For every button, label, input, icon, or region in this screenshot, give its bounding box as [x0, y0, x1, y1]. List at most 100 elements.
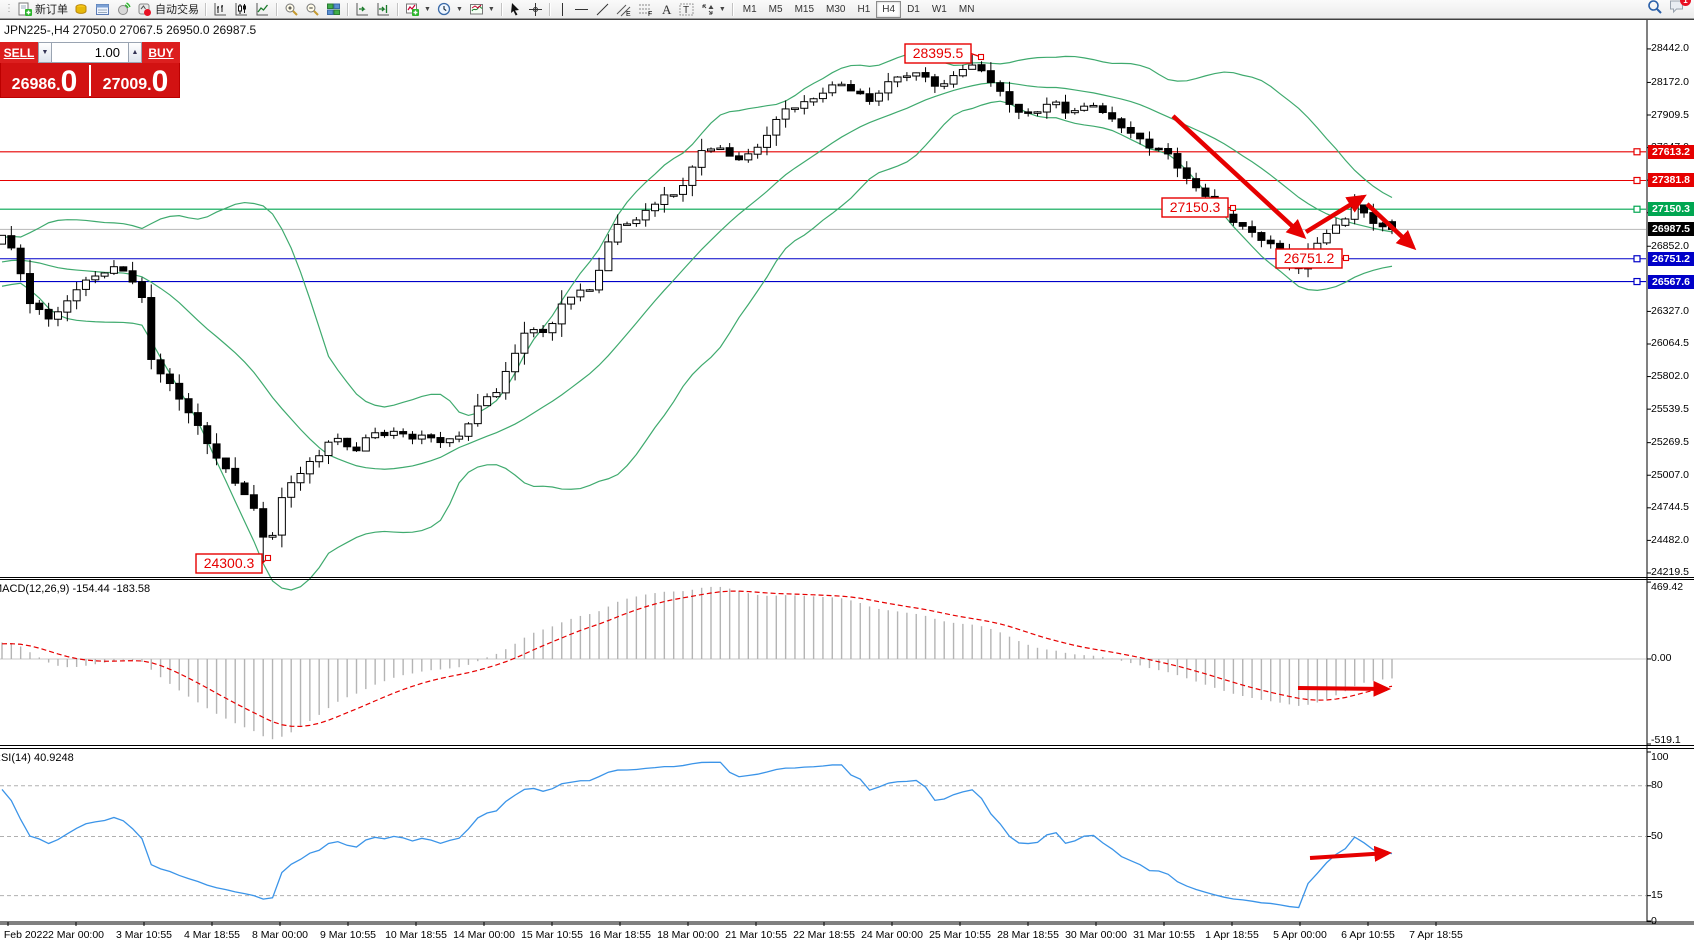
autotrading-icon: [137, 2, 152, 17]
price-level-badge[interactable]: 26751.2: [1648, 251, 1694, 266]
crosshair-tool-button[interactable]: [525, 1, 546, 18]
data-window-button[interactable]: [92, 1, 113, 18]
time-axis-label: 8 Mar 00:00: [251, 929, 309, 941]
price-level-badge[interactable]: 26987.5: [1648, 222, 1694, 237]
svg-text:27150.3: 27150.3: [1170, 199, 1221, 215]
candlestick-icon: [234, 2, 249, 17]
time-axis-label: 22 Mar 18:55: [793, 929, 855, 941]
tab-timeframe-h1[interactable]: H1: [857, 3, 871, 15]
notifications-button[interactable]: 1: [1669, 0, 1691, 19]
volume-input[interactable]: 1.00: [52, 42, 128, 63]
arrows-caret: ▼: [718, 5, 726, 13]
auto-scroll-icon: [355, 2, 370, 17]
volume-decrease-button[interactable]: ▼: [38, 42, 52, 63]
auto-scroll-button[interactable]: [352, 1, 373, 18]
rsi-axis-label: 0: [1651, 914, 1657, 927]
bar-chart-mode-button[interactable]: [210, 1, 231, 18]
tile-windows-button[interactable]: [323, 1, 344, 18]
data-window-icon: [95, 2, 110, 17]
navigator-button[interactable]: [113, 1, 134, 18]
new-order-button[interactable]: 新订单: [14, 1, 71, 18]
candlestick-mode-button[interactable]: [231, 1, 252, 18]
trendline-icon: [595, 2, 610, 17]
sell-price[interactable]: 26986. 0: [0, 63, 89, 98]
cursor-tool-button[interactable]: [506, 1, 525, 18]
time-axis-label: 25 Mar 10:55: [929, 929, 991, 941]
volume-increase-button[interactable]: ▲: [128, 42, 142, 63]
tab-timeframe-m30[interactable]: M30: [826, 3, 846, 15]
tab-timeframe-w1[interactable]: W1: [931, 3, 947, 15]
line-chart-mode-button[interactable]: [252, 1, 273, 18]
price-axis-label: 24744.5: [1651, 501, 1689, 514]
sell-button[interactable]: SELL: [0, 42, 38, 63]
price-axis-label: 27909.5: [1651, 108, 1689, 121]
time-axis-label: 31 Mar 10:55: [1133, 929, 1195, 941]
templates-button[interactable]: ▼: [466, 1, 498, 18]
price-axis-label: 28172.0: [1651, 75, 1689, 88]
periods-button[interactable]: ▼: [434, 1, 466, 18]
time-axis-label: 7 Apr 18:55: [1409, 929, 1463, 941]
price-axis-label: 25539.5: [1651, 402, 1689, 415]
zoom-in-button[interactable]: [281, 1, 302, 18]
notification-badge: 1: [1680, 0, 1691, 6]
buy-button[interactable]: BUY: [142, 42, 180, 63]
vertical-line-tool-button[interactable]: [554, 1, 571, 18]
arrows-tool-button[interactable]: ▼: [697, 1, 729, 18]
macd-axis-label: 469.42: [1651, 580, 1684, 593]
svg-text:A: A: [662, 2, 672, 16]
new-order-icon: [17, 2, 32, 17]
trendline-tool-button[interactable]: [592, 1, 613, 18]
buy-price[interactable]: 27009. 0: [91, 63, 180, 98]
crosshair-icon: [528, 2, 543, 17]
line-chart-icon: [255, 2, 270, 17]
market-watch-icon: [74, 2, 89, 17]
fibonacci-tool-button[interactable]: F: [635, 1, 657, 18]
equidistant-channel-tool-button[interactable]: E: [613, 1, 635, 18]
tab-timeframe-m1[interactable]: M1: [742, 3, 757, 15]
text-label-icon: T: [679, 2, 694, 16]
horizontal-line-tool-button[interactable]: [571, 1, 592, 18]
indicators-icon: [405, 2, 420, 17]
channel-icon: E: [616, 2, 632, 17]
price-axis-label: 25269.5: [1651, 436, 1689, 449]
zoom-out-button[interactable]: [302, 1, 323, 18]
periods-clock-icon: [437, 2, 452, 17]
templates-icon: [469, 2, 484, 17]
buy-price-main: 27009: [102, 76, 148, 93]
tab-timeframe-mn[interactable]: MN: [958, 3, 975, 15]
search-icon[interactable]: [1647, 0, 1663, 20]
tab-timeframe-m15[interactable]: M15: [794, 3, 815, 15]
symbol-info-line: JPN225-,H4 27050.0 27067.5 26950.0 26987…: [4, 23, 257, 37]
price-level-badge[interactable]: 26567.6: [1648, 274, 1694, 289]
market-watch-button[interactable]: [71, 1, 92, 18]
price-axis-label: 26327.0: [1651, 304, 1689, 317]
tab-timeframe-h4[interactable]: H4: [876, 0, 902, 18]
time-axis-label: 6 Apr 10:55: [1341, 929, 1395, 941]
tab-timeframe-m5[interactable]: M5: [768, 3, 783, 15]
rsi-indicator-label: RSI(14) 40.9248: [0, 752, 74, 764]
price-level-badge[interactable]: 27613.2: [1648, 144, 1694, 159]
new-order-label: 新订单: [35, 4, 68, 16]
sell-price-main: 26986: [11, 76, 57, 93]
autotrading-button[interactable]: 自动交易: [134, 1, 202, 18]
price-axis-label: 28442.0: [1651, 42, 1689, 55]
text-tool-button[interactable]: A: [657, 1, 676, 18]
price-level-badge[interactable]: 27381.8: [1648, 173, 1694, 188]
rsi-axis-label: 100: [1651, 750, 1669, 763]
indicators-button[interactable]: ▼: [402, 1, 434, 18]
price-level-badge[interactable]: 27150.3: [1648, 202, 1694, 217]
autotrading-label: 自动交易: [155, 4, 199, 16]
horizontal-line-icon: [574, 4, 589, 15]
navigator-icon: [116, 1, 131, 17]
buy-price-dot: .: [147, 77, 152, 94]
macd-axis-label: -519.1: [1651, 733, 1681, 746]
text-label-tool-button[interactable]: T: [676, 1, 697, 18]
chart-shift-button[interactable]: [373, 1, 394, 18]
tab-timeframe-d1[interactable]: D1: [907, 3, 920, 15]
buy-price-pips: 0: [151, 65, 169, 98]
toolbar: ⋮ 新订单 自动交易 ▼ ▼ ▼ E F: [0, 0, 1694, 19]
toolbar-grip[interactable]: ⋮: [4, 3, 14, 14]
rsi-axis-label: 50: [1651, 830, 1663, 842]
